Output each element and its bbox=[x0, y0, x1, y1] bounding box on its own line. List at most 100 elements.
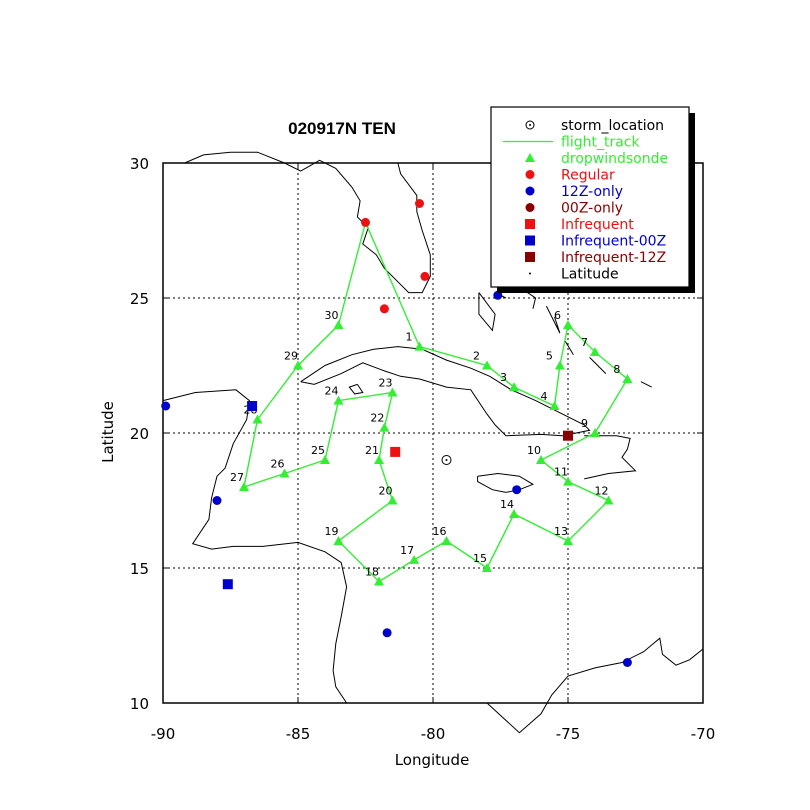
legend-label: Infrequent-12Z bbox=[561, 250, 666, 266]
legend-square-marker bbox=[525, 252, 535, 262]
waypoint-label: 7 bbox=[581, 336, 588, 349]
regular-station-marker bbox=[361, 217, 370, 227]
legend-circle-marker bbox=[525, 186, 535, 196]
coastline bbox=[348, 383, 364, 395]
legend-label: storm_location bbox=[561, 118, 664, 134]
waypoint-label: 9 bbox=[581, 417, 588, 430]
waypoint-label: 25 bbox=[311, 444, 325, 457]
infrequent-00z-station-marker bbox=[222, 579, 233, 590]
dropwindsonde-marker bbox=[320, 455, 330, 464]
x-tick-label: -80 bbox=[421, 725, 446, 743]
legend-label: flight_track bbox=[561, 135, 640, 151]
waypoint-label: 27 bbox=[230, 471, 244, 484]
station-markers-layer bbox=[161, 199, 632, 667]
storm-location-marker bbox=[441, 455, 452, 465]
coastline bbox=[545, 305, 561, 334]
legend-circle-marker bbox=[525, 170, 535, 179]
flight-track-line bbox=[243, 222, 629, 583]
waypoint-label: 22 bbox=[370, 412, 384, 425]
legend-label: dropwindsonde bbox=[561, 151, 668, 167]
dropwindsonde-marker bbox=[293, 360, 303, 370]
waypoint-label: 14 bbox=[500, 498, 514, 511]
dropwindsonde-marker bbox=[554, 360, 565, 370]
dropwindsonde-marker bbox=[414, 341, 425, 351]
y-axis-label: Latitude bbox=[99, 401, 117, 463]
legend-circle-marker bbox=[525, 203, 535, 212]
dropwindsonde-marker bbox=[563, 536, 573, 545]
legend-label: 12Z-only bbox=[561, 184, 623, 200]
coastline bbox=[589, 357, 607, 374]
dropwindsonde-marker bbox=[563, 320, 573, 329]
storm-location-layer bbox=[441, 455, 452, 465]
waypoint-label: 12 bbox=[595, 485, 609, 498]
legend-label: Infrequent bbox=[561, 217, 634, 233]
waypoint-label: 6 bbox=[554, 309, 561, 322]
dropwindsonde-marker bbox=[509, 509, 519, 518]
legend-box bbox=[490, 106, 690, 288]
dropwindsonde-marker bbox=[563, 476, 573, 486]
coastline bbox=[162, 389, 348, 704]
dropwindsonde-marker bbox=[374, 576, 384, 586]
waypoint-label: 21 bbox=[365, 444, 379, 457]
waypoint-label: 3 bbox=[500, 371, 507, 384]
waypoint-label: 26 bbox=[271, 458, 285, 471]
infrequent-station-marker bbox=[390, 446, 401, 457]
dropwindsonde-marker bbox=[590, 428, 600, 437]
coastline bbox=[486, 637, 704, 734]
legend-square-marker bbox=[525, 235, 535, 246]
dropwindsonde-marker bbox=[441, 536, 452, 545]
coastline bbox=[478, 292, 496, 332]
legend-triangle-marker bbox=[525, 153, 535, 162]
waypoint-label: 11 bbox=[554, 466, 568, 479]
12z-only-station-marker bbox=[161, 401, 171, 411]
infrequent-00z-station-marker bbox=[247, 401, 258, 411]
dropwindsonde-marker bbox=[509, 382, 519, 392]
waypoint-label: 15 bbox=[473, 552, 487, 565]
regular-station-marker bbox=[420, 271, 430, 281]
legend-label: 00Z-only bbox=[561, 201, 623, 217]
waypoint-label: 24 bbox=[325, 385, 339, 398]
waypoint-label: 17 bbox=[400, 544, 414, 557]
dropwindsonde-marker bbox=[252, 414, 263, 424]
legend-dot-marker bbox=[529, 272, 531, 275]
dropwindsonde-marker bbox=[379, 422, 390, 432]
y-tick-label: 20 bbox=[130, 425, 149, 443]
12z-only-station-marker bbox=[212, 496, 222, 505]
waypoint-label: 18 bbox=[365, 566, 379, 579]
x-tick-label: -75 bbox=[556, 725, 581, 743]
dropwindsonde-marker bbox=[239, 482, 249, 491]
waypoint-label: 13 bbox=[554, 525, 568, 538]
axis-ticks bbox=[162, 162, 704, 704]
chart-title: 020917N TEN bbox=[288, 119, 396, 138]
dropwindsonde-marker bbox=[482, 360, 492, 370]
y-tick-label: 25 bbox=[130, 290, 149, 308]
x-tick-labels: -90 -85 -80 -75 -70 bbox=[151, 725, 716, 743]
regular-station-marker bbox=[415, 199, 424, 208]
y-tick-label: 10 bbox=[130, 695, 149, 713]
waypoint-label: 5 bbox=[546, 350, 553, 363]
legend-label: Regular bbox=[561, 168, 615, 184]
x-axis-label: Longitude bbox=[395, 751, 470, 769]
x-tick-label: -90 bbox=[151, 725, 176, 743]
12z-only-station-marker bbox=[622, 658, 632, 667]
regular-station-marker bbox=[379, 304, 389, 314]
dropwindsonde-marker bbox=[590, 347, 600, 356]
coastline-layer bbox=[162, 151, 704, 734]
dropwindsonde-marker bbox=[374, 455, 384, 464]
legend-storm-marker bbox=[525, 120, 535, 130]
legend-label: Latitude bbox=[561, 267, 619, 283]
dropwindsonde-marker bbox=[387, 495, 398, 505]
legend-storm-center bbox=[529, 124, 531, 126]
coastline bbox=[300, 346, 591, 437]
waypoint-label: 4 bbox=[541, 390, 548, 403]
flight-track-layer: 1234567891011121314151617181920212223242… bbox=[230, 222, 633, 586]
dropwindsonde-marker bbox=[333, 536, 344, 545]
dropwindsonde-marker bbox=[622, 374, 633, 383]
12z-only-station-marker bbox=[512, 485, 522, 495]
dropwindsonde-marker bbox=[333, 320, 344, 329]
waypoint-label: 1 bbox=[406, 331, 413, 344]
dropwindsonde-marker bbox=[482, 563, 492, 572]
coastline bbox=[584, 435, 637, 480]
dropwindsonde-marker bbox=[387, 387, 398, 397]
